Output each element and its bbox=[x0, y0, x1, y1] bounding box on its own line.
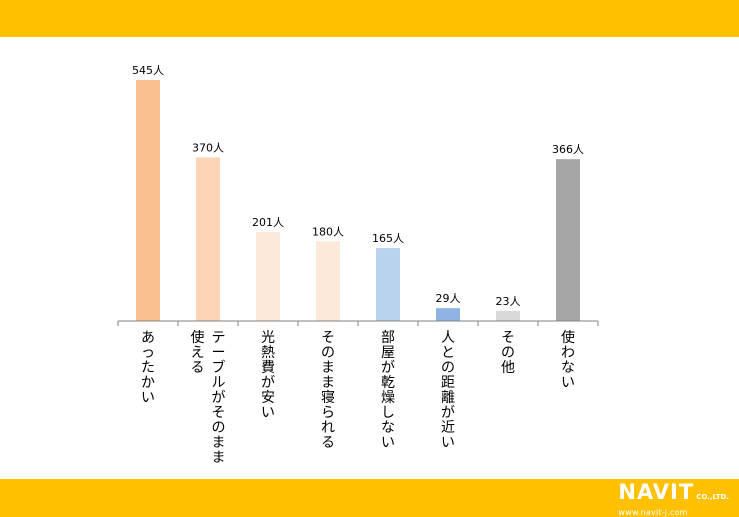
value-label-8: 366人 bbox=[552, 143, 584, 156]
category-label-char: か bbox=[141, 375, 155, 391]
category-label-char: 乾 bbox=[381, 375, 395, 391]
value-label-1: 545人 bbox=[132, 64, 164, 77]
category-label-char: た bbox=[141, 360, 155, 376]
category-label-char: そ bbox=[212, 405, 226, 421]
category-label-char: 部 bbox=[381, 330, 395, 346]
category-label-char: 他 bbox=[501, 360, 515, 376]
category-label-char: あ bbox=[141, 330, 155, 346]
bar-1 bbox=[136, 80, 160, 321]
logo-name: NAVIT bbox=[618, 480, 695, 504]
category-label-char: そ bbox=[501, 330, 515, 346]
category-label-char: ル bbox=[212, 375, 226, 391]
category-label-char: え bbox=[191, 345, 205, 361]
category-labels-group: あったかいテーブルがそのまま使える光熱費が安いそのまま寝られる部屋が乾燥しない人… bbox=[141, 329, 575, 466]
bar-8 bbox=[556, 159, 580, 321]
category-label-char: ー bbox=[212, 345, 226, 361]
bar-6 bbox=[436, 308, 460, 321]
category-label-char: 離 bbox=[441, 389, 455, 406]
category-label-char: が bbox=[441, 405, 455, 421]
category-label-char: ら bbox=[321, 405, 335, 421]
category-label-char: し bbox=[381, 405, 395, 421]
navit-logo: NAVIT CO.,LTD. www.navit-j.com bbox=[618, 481, 729, 517]
category-label-char: テ bbox=[212, 330, 226, 346]
category-label-char: 屋 bbox=[381, 345, 395, 361]
category-label-char: れ bbox=[321, 420, 335, 436]
category-label-char: い bbox=[561, 375, 575, 391]
bar-4 bbox=[316, 241, 340, 321]
category-label-char: い bbox=[141, 390, 155, 406]
category-label-char: そ bbox=[321, 330, 335, 346]
category-label-char: な bbox=[561, 360, 575, 376]
value-labels-group: 545人 370人 201人 180人 165人 29人 23人 366人 bbox=[132, 64, 584, 308]
category-label-char: い bbox=[441, 435, 455, 451]
category-label-char: る bbox=[191, 360, 205, 376]
category-label-char: の bbox=[441, 360, 455, 376]
category-label-char: 使 bbox=[561, 329, 575, 346]
category-label-char: わ bbox=[561, 345, 575, 361]
logo-company-suffix: CO.,LTD. bbox=[696, 493, 729, 501]
bar-5 bbox=[376, 248, 400, 321]
logo-url: www.navit-j.com bbox=[618, 508, 688, 517]
category-label-char: の bbox=[321, 345, 335, 361]
category-label-char: 距 bbox=[441, 375, 455, 391]
bar-2 bbox=[196, 157, 220, 321]
x-axis bbox=[117, 320, 599, 326]
bottom-banner bbox=[0, 479, 739, 517]
bars-group bbox=[136, 80, 580, 321]
category-label-char: 使 bbox=[191, 329, 205, 346]
category-label-char: 近 bbox=[441, 420, 455, 436]
category-label-char: が bbox=[261, 375, 275, 391]
category-label-char: ブ bbox=[212, 359, 226, 376]
category-label-char: 光 bbox=[261, 330, 275, 346]
value-label-3: 201人 bbox=[252, 216, 284, 229]
category-label-char: る bbox=[321, 435, 335, 451]
value-label-4: 180人 bbox=[312, 225, 344, 238]
category-label-char: が bbox=[381, 360, 395, 376]
category-label-char: 人 bbox=[441, 330, 455, 346]
value-label-5: 165人 bbox=[372, 232, 404, 245]
category-label-char: 熱 bbox=[261, 345, 275, 361]
category-label-char: っ bbox=[141, 345, 155, 361]
category-label-char: 安 bbox=[261, 390, 275, 406]
category-label-char: ま bbox=[321, 360, 335, 376]
category-label-char: ま bbox=[321, 375, 335, 391]
bar-3 bbox=[256, 232, 280, 321]
category-label-char: い bbox=[381, 435, 395, 451]
category-label-char: 寝 bbox=[321, 389, 335, 406]
top-banner bbox=[0, 0, 739, 37]
category-label-char: の bbox=[501, 345, 515, 361]
category-label-char: 燥 bbox=[381, 390, 395, 406]
bar-7 bbox=[496, 310, 520, 321]
category-label-char: ま bbox=[212, 450, 226, 466]
category-label-char: な bbox=[381, 420, 395, 436]
logo-wordmark: NAVIT CO.,LTD. bbox=[618, 481, 729, 508]
category-label-char: い bbox=[261, 405, 275, 421]
value-label-6: 29人 bbox=[436, 292, 461, 305]
category-label-char: ま bbox=[212, 435, 226, 451]
value-label-2: 370人 bbox=[192, 141, 224, 154]
value-label-7: 23人 bbox=[496, 295, 521, 308]
category-label-char: と bbox=[441, 345, 455, 361]
category-label-char: の bbox=[212, 420, 226, 436]
category-label-char: が bbox=[212, 390, 226, 406]
category-label-char: 費 bbox=[261, 360, 275, 376]
